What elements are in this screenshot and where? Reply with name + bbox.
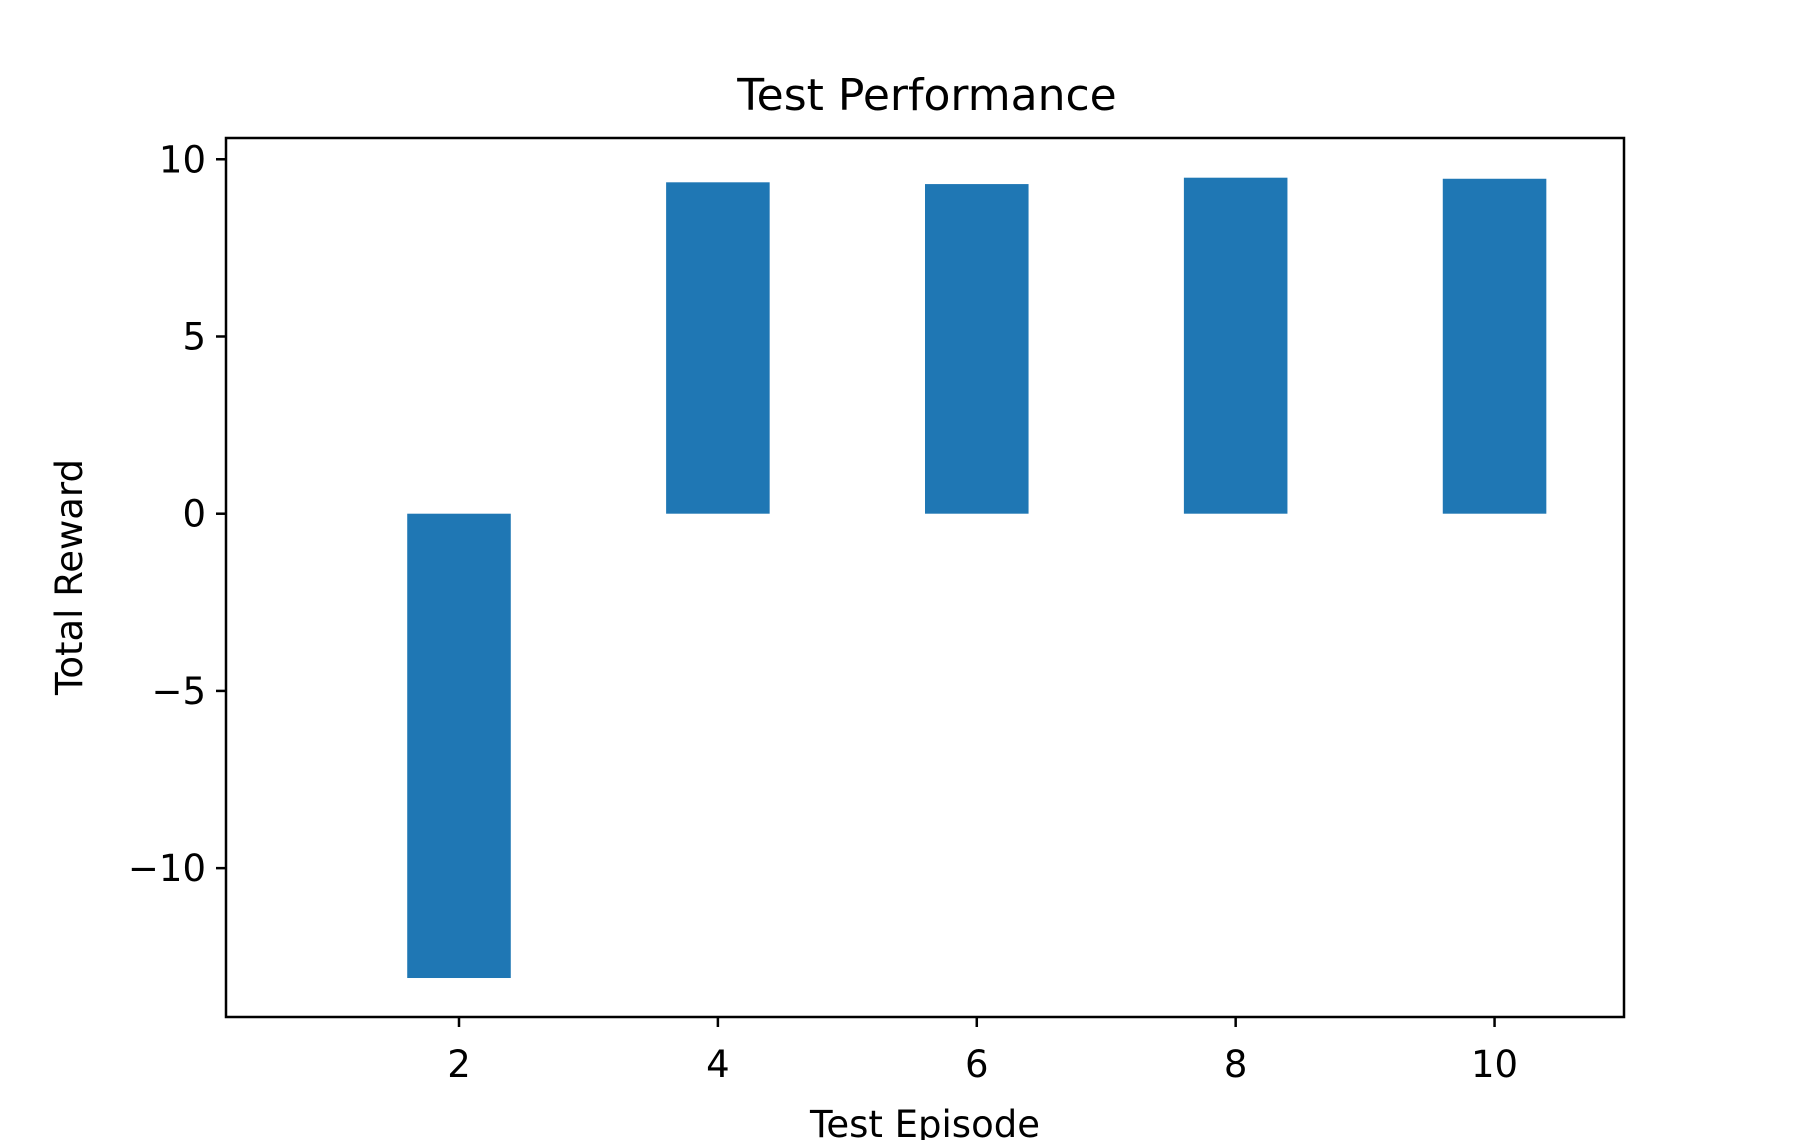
x-tick-label: 8 — [1224, 1043, 1248, 1086]
x-tick-label: 6 — [965, 1043, 989, 1086]
bar-episode-6 — [925, 184, 1029, 514]
x-tick-label: 2 — [447, 1043, 471, 1086]
chart-title: Test Performance — [736, 70, 1116, 121]
y-tick-label: 10 — [159, 138, 206, 181]
y-tick-label: −5 — [151, 670, 206, 713]
x-tick-label: 4 — [706, 1043, 730, 1086]
plot-frame — [224, 136, 1626, 1019]
y-axis-label: Total Reward — [48, 459, 91, 696]
bar-episode-8 — [1183, 177, 1288, 514]
y-tick-label: −10 — [128, 847, 206, 890]
y-tick-label: 5 — [182, 315, 206, 358]
y-tick-label: 0 — [182, 493, 206, 536]
x-tick-label: 10 — [1471, 1043, 1518, 1086]
x-axis-ticks: 2 4 6 8 10 — [447, 1017, 1518, 1086]
bars-group — [407, 177, 1547, 979]
y-axis-ticks: 10 5 0 −5 −10 — [128, 138, 226, 890]
bar-episode-2 — [407, 513, 511, 979]
x-axis-label: Test Episode — [809, 1103, 1040, 1140]
bar-episode-4 — [666, 182, 770, 514]
bar-episode-10 — [1442, 178, 1547, 514]
